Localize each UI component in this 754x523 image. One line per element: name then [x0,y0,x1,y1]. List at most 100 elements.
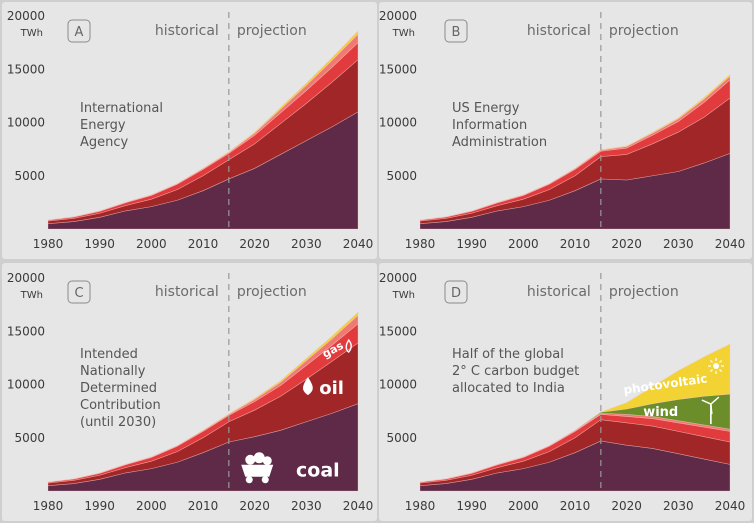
unit-label: TWh [20,290,43,301]
y-tick-label: 20000 [379,9,417,23]
coal-lump [253,452,265,464]
x-tick-label: 2000 [136,499,167,513]
x-tick-label: 2030 [291,237,322,251]
projection-label: projection [237,284,307,300]
projection-label: projection [609,284,679,300]
y-tick-label: 20000 [7,9,45,23]
turbine-blade [710,403,713,415]
x-tick-label: 2010 [560,237,591,251]
panel-d: historical projection D 5000 10000 15000 20000… [379,263,752,521]
x-tick-label: 1980 [405,237,436,251]
coal-wheel [245,476,253,484]
x-tick-label: 2040 [343,237,374,251]
wind-turbine-icon [701,396,720,425]
panel-description-line: Information [452,118,527,133]
unit-label: TWh [392,28,415,39]
panel-c: historical projection C 5000 10000 15000 20000… [2,263,377,521]
x-tick-label: 2000 [508,499,539,513]
x-tick-label: 1980 [33,499,64,513]
y-tick-label: 10000 [379,116,417,130]
panel-badge-box [444,19,468,43]
coal-wheel [261,476,269,484]
panel-badge: A [75,25,84,40]
panel-description-line: Administration [452,135,547,150]
panel-description-line: allocated to India [452,381,565,396]
flame-icon [345,338,352,354]
x-tick-label: 1990 [84,237,115,251]
sun-core [713,363,720,370]
panel-description-line: (until 2030) [80,415,156,430]
panel-b: historical projection B 5000 10000 15000 20000… [379,2,752,259]
projection-label: projection [237,23,307,39]
historical-label: historical [155,284,219,300]
x-tick-label: 1980 [405,499,436,513]
area-top [47,30,359,221]
panel-description-line: Agency [80,135,129,150]
historical-label: historical [527,23,591,39]
x-tick-label: 2000 [136,237,167,251]
area-top [419,73,731,221]
x-tick-label: 2030 [291,499,322,513]
panel-description-line: Contribution [80,398,161,413]
unit-label: TWh [20,28,43,39]
coal-cart-icon [241,452,274,484]
historical-label: historical [527,284,591,300]
area-top [47,311,359,483]
x-tick-label: 2020 [611,237,642,251]
y-tick-label: 5000 [386,431,417,445]
x-tick-label: 2010 [188,237,219,251]
panel-description-line: Half of the global [452,347,564,362]
sun-ray [719,359,723,363]
panel-description-line: US Energy [452,101,520,116]
x-tick-label: 2020 [239,499,270,513]
turbine-blade [701,399,712,405]
panel-description-line: International [80,101,163,116]
historical-label: historical [155,23,219,39]
y-tick-label: 5000 [386,169,417,183]
panel-description-line: Determined [80,381,157,396]
y-tick-label: 15000 [7,62,45,76]
projection-label: projection [609,23,679,39]
panel-badge: C [74,286,83,301]
unit-label: TWh [392,290,415,301]
panel-badge-box [444,280,468,304]
sun-ray [719,369,723,373]
x-tick-label: 1990 [456,499,487,513]
x-tick-label: 2040 [715,237,746,251]
x-tick-label: 1990 [84,499,115,513]
x-tick-label: 1990 [456,237,487,251]
x-tick-label: 2040 [715,499,746,513]
y-tick-label: 15000 [379,62,417,76]
y-tick-label: 10000 [7,378,45,392]
x-tick-label: 2030 [663,499,694,513]
y-tick-label: 20000 [7,271,45,285]
y-tick-label: 15000 [379,324,417,338]
x-tick-label: 1980 [33,237,64,251]
oil-drop-icon [303,377,313,396]
x-tick-label: 2030 [663,237,694,251]
turbine-blade [710,396,720,405]
coal-lump [245,454,256,465]
y-tick-label: 5000 [14,169,45,183]
y-tick-label: 20000 [379,271,417,285]
y-tick-label: 5000 [14,431,45,445]
x-tick-label: 2010 [560,499,591,513]
oil-label: oil [319,378,344,399]
panel-description-line: Energy [80,118,126,133]
panel-badge: D [451,286,461,301]
panel-badge: B [452,25,461,40]
panel-description-line: Intended [80,347,138,362]
panel-badge-box [67,19,91,43]
wind-label: wind [643,405,678,420]
coal-cart-body [241,464,274,477]
sun-ray [709,359,713,363]
y-tick-label: 15000 [7,324,45,338]
panel-a: historical projection A 5000 10000 15000 20000… [2,2,377,259]
x-tick-label: 2000 [508,237,539,251]
sun-ray [709,369,713,373]
x-tick-label: 2020 [611,499,642,513]
coal-lump [262,456,272,466]
coal-label: coal [296,460,340,482]
sun-icon [708,358,725,375]
